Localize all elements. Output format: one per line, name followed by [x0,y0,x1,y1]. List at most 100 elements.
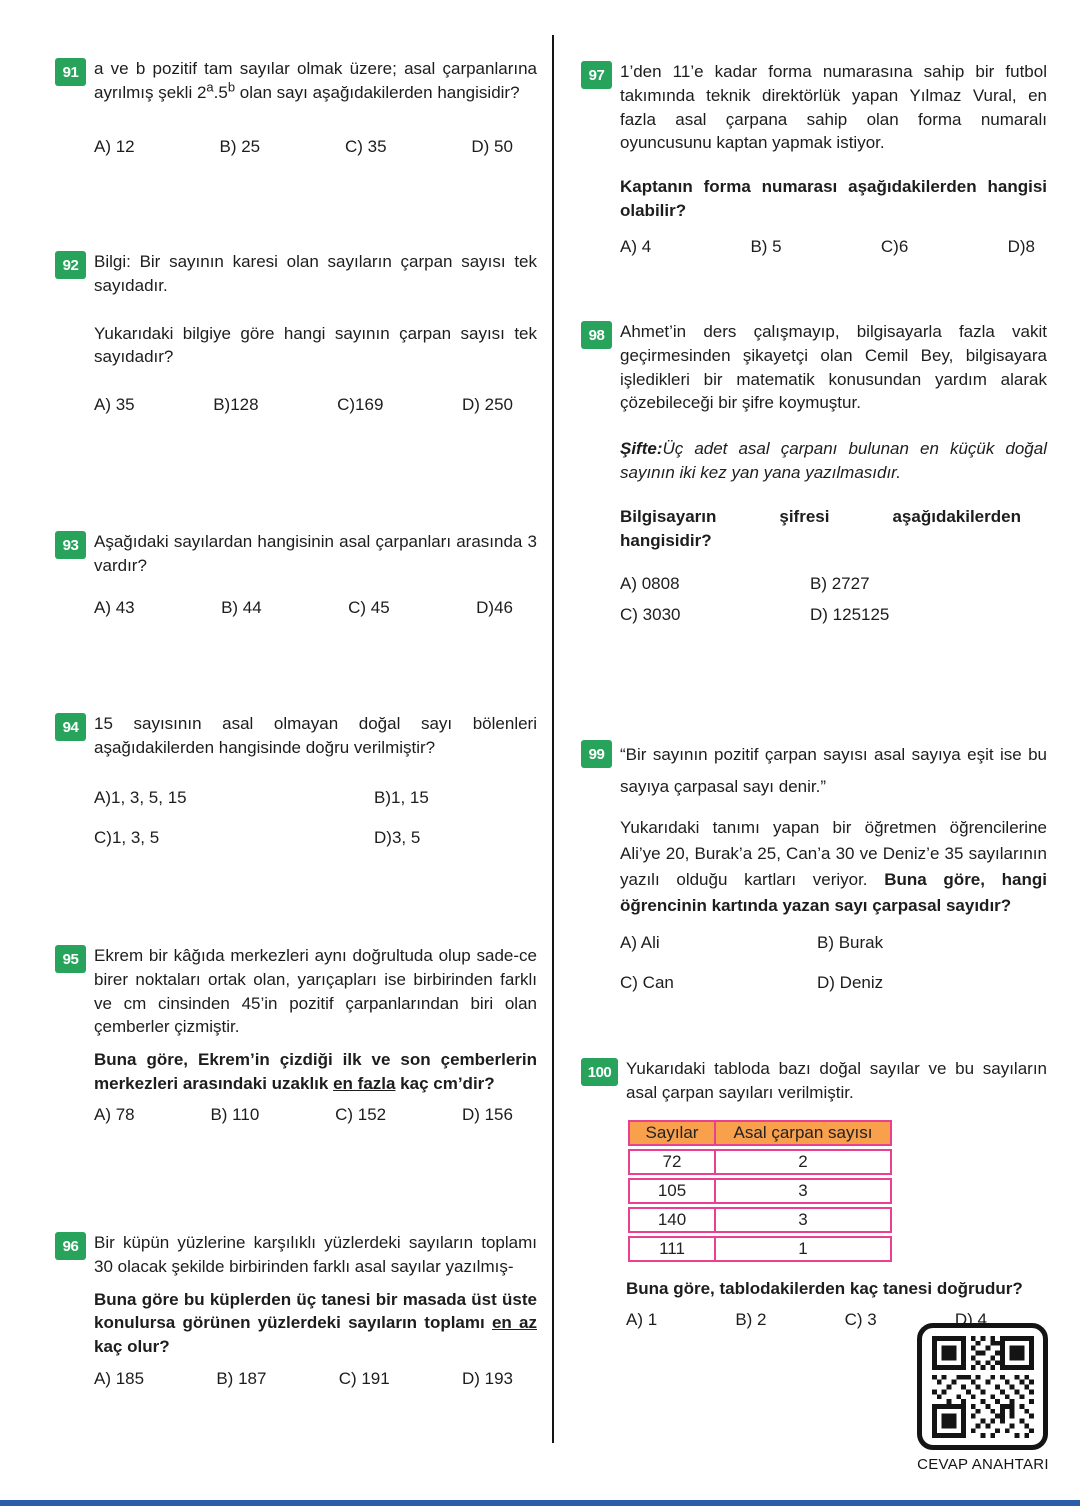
option-d: D)46 [476,597,513,617]
question-prompt: Bilgisayarın şifresi aşağıdakilerden [620,505,1047,529]
question-97: 97 1’den 11’e kadar forma numarasına sah… [581,60,1047,259]
option-a: A) 185 [94,1368,145,1388]
option-c: C) Can [620,972,674,992]
option-c: C)1, 3, 5 [94,828,160,848]
option-b: B) 44 [221,597,262,617]
option-a: A) 4 [620,236,652,256]
prompt-segment: kaç olur? [94,1337,170,1357]
column-divider [552,35,554,1443]
prompt-segment: Buna göre bu küplerden üç tanesi bir mas… [94,1289,537,1333]
prompt-segment: kaç cm’dir? [395,1073,495,1093]
question-text: Yukarıdaki bilgiye göre hangi sayının ça… [94,323,537,367]
question-100: 100 Yukarıdaki tabloda bazı doğal sayıla… [581,1057,1047,1332]
option-d: D)8 [1007,236,1035,256]
prompt-word: Bilgisayarın [620,506,717,526]
option-d: D) 125125 [810,605,890,625]
option-c: C)6 [880,236,909,256]
table-cell: 2 [716,1148,892,1175]
table-cell: 3 [716,1206,892,1233]
option-c: C) 3 [844,1310,877,1330]
qr-code [917,1323,1048,1450]
superscript-b: b [227,79,236,95]
option-c: C) 45 [348,597,390,617]
question-96: 96 Bir küpün yüzlerine karşılıklı yüzler… [55,1231,537,1391]
question-95: 95 Ekrem bir kâğıda merkezleri aynı doğr… [55,944,537,1127]
answer-key-label: CEVAP ANAHTARI [917,1456,1049,1473]
table-row: 72 2 [628,1148,892,1175]
question-prompt: Buna göre, Ekrem’in çizdiği ilk ve son ç… [94,1048,537,1096]
option-c: C) 35 [344,136,387,156]
options: A) 0808 B) 2727 C) 3030 D) 125125 [620,572,1047,627]
table-cell: 140 [628,1206,716,1233]
table-row: 140 3 [628,1206,892,1233]
option-a: A) Ali [620,933,660,952]
question-93: 93 Aşağıdaki sayılardan hangisinin asal … [55,530,537,619]
table-cell: 72 [628,1148,716,1175]
prompt-word: aşağıdakilerden [892,506,1021,526]
option-c: C) 191 [338,1368,390,1388]
question-text: 15 sayısının asal olmayan doğal sayı böl… [94,714,537,757]
option-c: C) 152 [335,1104,387,1124]
question-number-badge: 92 [55,251,86,279]
option-b: B) 110 [210,1104,260,1124]
option-b: B) 187 [216,1368,267,1388]
question-number-badge: 100 [581,1058,618,1086]
option-d: D) 250 [461,395,513,415]
options: A)1, 3, 5, 15 B)1, 15 C)1, 3, 5 D)3, 5 [94,786,537,851]
question-number-badge: 96 [55,1232,86,1260]
question-prompt: Buna göre, hangi öğrencinin kartında yaz… [620,870,1048,915]
question-prompt-line2: hangisidir? [620,530,712,550]
cipher-note: Şifte:Üç adet asal çarpanı bulunan en kü… [620,437,1047,485]
option-a: A) 1 [626,1310,658,1330]
option-b: B)128 [213,395,259,415]
question-text: Yukarıdaki tabloda bazı doğal sayılar ve… [626,1059,1047,1102]
page-bottom-line [0,1500,1080,1506]
table-row: 105 3 [628,1177,892,1204]
question-94: 94 15 sayısının asal olmayan doğal sayı … [55,712,537,850]
question-number-badge: 95 [55,945,86,973]
option-b: B) 5 [750,236,782,256]
definition-text: “Bir sayının pozitif çarpan sayısı asal … [620,745,1047,796]
question-text-segment: .5 [213,82,228,102]
options: A) 185 B) 187 C) 191 D) 193 [94,1367,537,1391]
column-header: Asal çarpan sayısı [716,1119,892,1146]
option-a: A) 0808 [620,574,680,594]
question-text: 1’den 11’e kadar forma numarasına sahip … [620,62,1047,153]
table-cell: 105 [628,1177,716,1204]
table-header-row: Sayılar Asal çarpan sayısı [628,1119,892,1146]
question-prompt: Buna göre, tablodakilerden kaç tanesi do… [626,1278,1023,1298]
option-c: C) 3030 [620,605,681,625]
question-prompt: Buna göre bu küplerden üç tanesi bir mas… [94,1288,537,1359]
options: A) 12 B) 25 C) 35 D) 50 [94,135,537,159]
option-a: A) 78 [94,1104,135,1124]
option-b: B) 2727 [810,574,870,594]
question-number-badge: 94 [55,713,86,741]
column-header: Sayılar [628,1119,716,1146]
question-91: 91 a ve b pozitif tam sayılar olmak üzer… [55,57,537,158]
question-99: 99 “Bir sayının pozitif çarpan sayısı as… [581,739,1047,995]
question-number-badge: 97 [581,61,612,89]
question-92: 92 Bilgi: Bir sayının karesi olan sayıla… [55,250,537,417]
prompt-word: şifresi [779,506,830,526]
prime-factor-table: Sayılar Asal çarpan sayısı 72 2 105 3 14… [628,1117,892,1265]
question-number-badge: 99 [581,740,612,768]
option-b: B)1, 15 [374,787,429,807]
options: A) 4 B) 5 C)6 D)8 [620,235,1047,259]
options: A) 35 B)128 C)169 D) 250 [94,393,537,417]
options: A) 78 B) 110 C) 152 D) 156 [94,1103,537,1127]
option-d: D) Deniz [817,972,884,992]
underlined-phrase: en fazla [333,1073,396,1093]
option-b: B) Burak [817,933,884,952]
options: A) Ali B) Burak C) Can D) Deniz [620,931,1047,995]
option-d: D) 193 [461,1368,513,1388]
option-a: A) 35 [94,395,135,415]
options: A) 43 B) 44 C) 45 D)46 [94,596,537,620]
question-text: Ahmet’in ders çalışmayıp, bilgisayarla f… [620,322,1047,413]
question-text: Aşağıdaki sayılardan hangisinin asal çar… [94,532,537,575]
option-a: A) 12 [94,136,135,156]
question-number-badge: 93 [55,531,86,559]
question-text: Bir küpün yüzlerine karşılıklı yüzlerdek… [94,1233,537,1276]
question-98: 98 Ahmet’in ders çalışmayıp, bilgisayarl… [581,320,1047,627]
table-cell: 1 [716,1235,892,1262]
